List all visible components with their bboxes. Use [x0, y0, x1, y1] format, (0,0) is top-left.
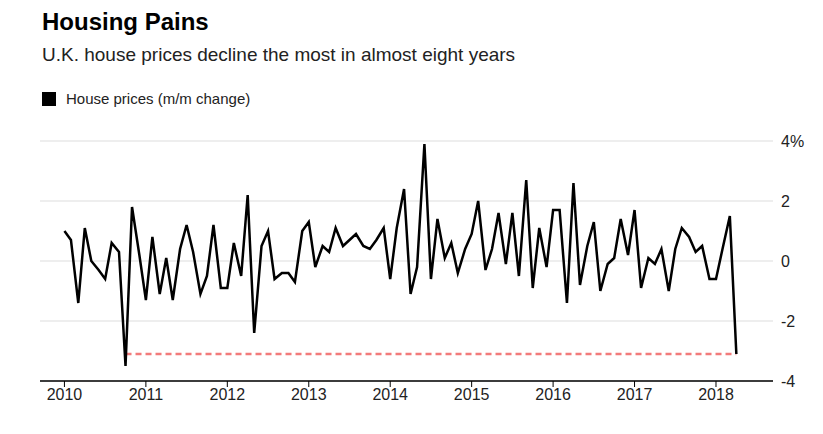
- svg-text:4%: 4%: [781, 133, 804, 150]
- svg-text:2014: 2014: [372, 386, 408, 403]
- svg-text:-4: -4: [781, 373, 795, 390]
- html-text:U.K. house prices decline the: U.K. house prices decline the most in al…: [42, 44, 516, 65]
- html-text:House prices (m/m change): House prices (m/m change): [66, 90, 251, 107]
- svg-text:2013: 2013: [291, 386, 327, 403]
- svg-text:2011: 2011: [129, 386, 164, 403]
- svg-text:2017: 2017: [617, 386, 653, 403]
- svg-text:2010: 2010: [47, 386, 83, 403]
- svg-text:2: 2: [781, 193, 790, 210]
- svg-text:0: 0: [781, 253, 790, 270]
- svg-text:2018: 2018: [698, 386, 734, 403]
- html-text:Housing Pains: Housing Pains: [42, 8, 209, 35]
- svg-text:2016: 2016: [535, 386, 571, 403]
- svg-text:2015: 2015: [454, 386, 490, 403]
- svg-text:-2: -2: [781, 313, 795, 330]
- svg-text:2012: 2012: [210, 386, 246, 403]
